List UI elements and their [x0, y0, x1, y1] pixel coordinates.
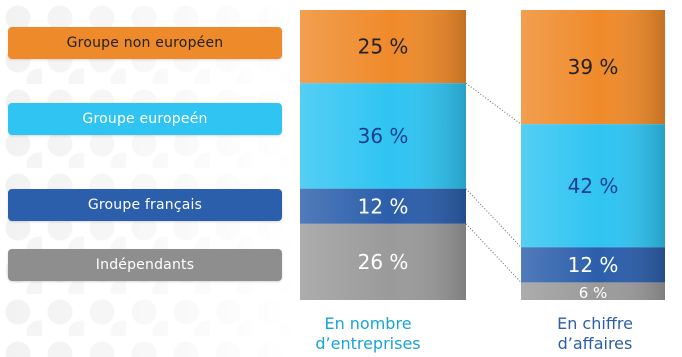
bar-shading	[300, 188, 466, 224]
bar-shading	[300, 83, 466, 189]
bar-value-label: 12 %	[568, 253, 619, 277]
legend-item-groupe-non-europeen: Groupe non européen	[8, 27, 282, 59]
column-caption-entreprises: En nombre d’entreprises	[268, 314, 468, 354]
bar-shading	[300, 10, 466, 84]
bar-value-label: 12 %	[358, 194, 409, 218]
connector-line	[465, 82, 522, 125]
legend-item-groupe-francais: Groupe français	[8, 189, 282, 221]
bar-value-label: 25 %	[358, 35, 409, 59]
background-fade	[0, 0, 300, 357]
caption-line-1: En chiffre	[557, 314, 633, 333]
legend-item-independants: Indépendants	[8, 249, 282, 281]
connector-line	[465, 188, 522, 248]
legend-item-groupe-europeen: Groupe europeén	[8, 103, 282, 135]
bar-value-label: 39 %	[568, 55, 619, 79]
connector-line	[465, 223, 522, 283]
bar-value-label: 36 %	[358, 124, 409, 148]
bar-shading	[521, 124, 665, 248]
caption-line-2: d’entreprises	[315, 334, 421, 353]
legend-label: Groupe français	[87, 197, 203, 213]
column-caption-chiffre-affaires: En chiffre d’affaires	[495, 314, 682, 354]
legend-label: Indépendants	[95, 257, 195, 273]
bar-value-label: 26 %	[358, 250, 409, 274]
bar-value-label: 42 %	[568, 174, 619, 198]
bar-shading	[300, 223, 466, 300]
bar-shading	[521, 282, 665, 300]
legend-label: Groupe non européen	[66, 35, 224, 51]
caption-line-1: En nombre	[324, 314, 412, 333]
bar-shading	[521, 10, 665, 125]
bar-shading	[521, 247, 665, 283]
bar-value-label: 6 %	[579, 284, 608, 302]
legend-label: Groupe europeén	[82, 111, 208, 127]
caption-line-2: d’affaires	[557, 334, 633, 353]
